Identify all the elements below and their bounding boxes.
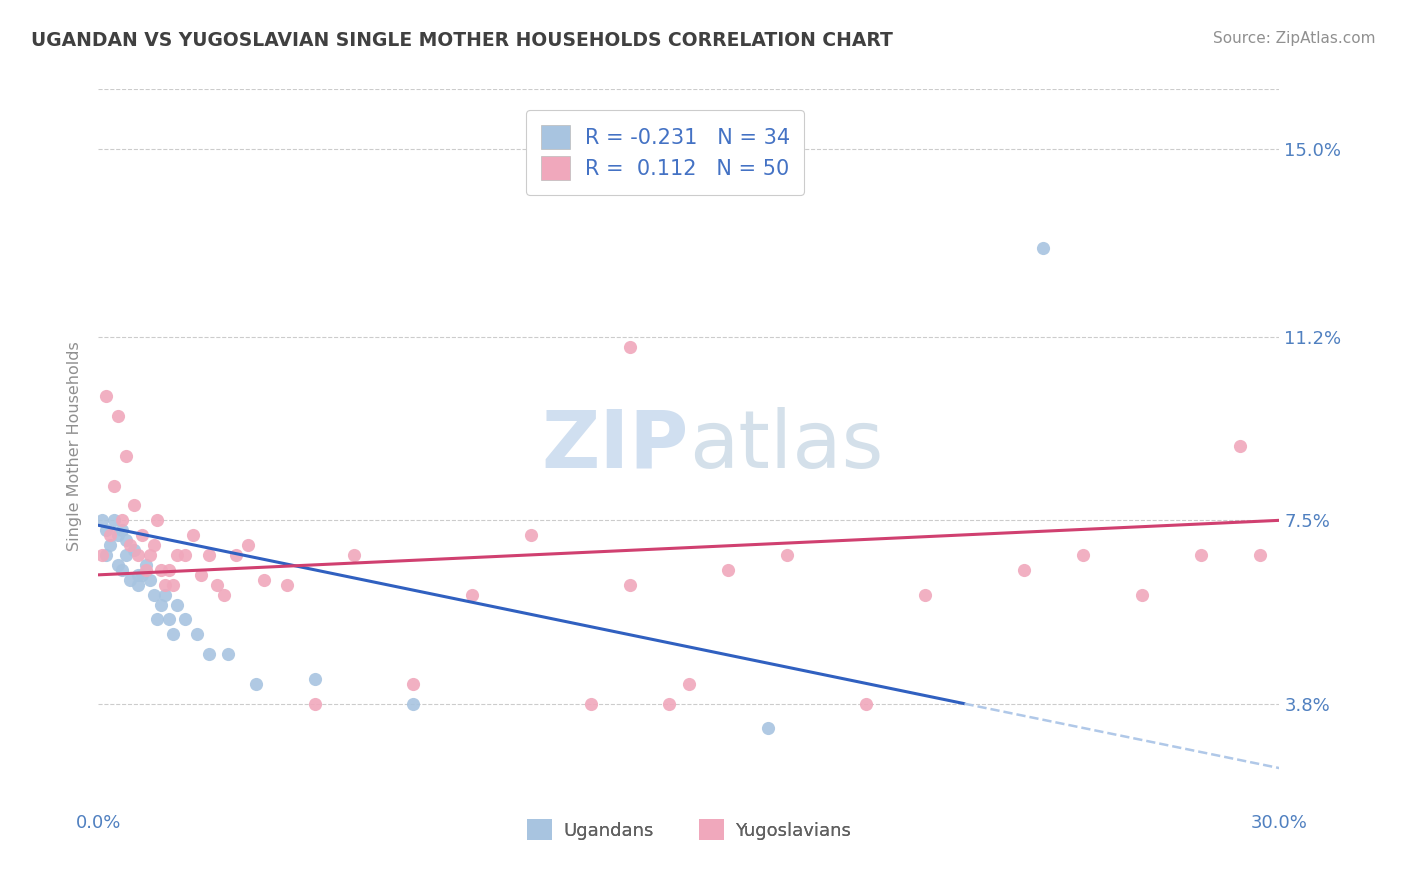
Point — [217, 647, 239, 661]
Point — [205, 578, 228, 592]
Point — [127, 567, 149, 582]
Point — [461, 588, 484, 602]
Point — [619, 578, 641, 592]
Point — [103, 478, 125, 492]
Point — [197, 647, 219, 661]
Point — [1032, 241, 1054, 255]
Point — [520, 528, 543, 542]
Point — [115, 449, 138, 463]
Point — [197, 548, 219, 562]
Point — [717, 563, 740, 577]
Point — [127, 578, 149, 592]
Point — [122, 543, 145, 558]
Point — [122, 499, 145, 513]
Point — [756, 722, 779, 736]
Point — [146, 513, 169, 527]
Point — [1249, 548, 1271, 562]
Point — [91, 513, 114, 527]
Point — [658, 697, 681, 711]
Point — [190, 567, 212, 582]
Text: Source: ZipAtlas.com: Source: ZipAtlas.com — [1212, 31, 1375, 46]
Point — [579, 697, 602, 711]
Point — [162, 578, 184, 592]
Point — [150, 563, 173, 577]
Point — [343, 548, 366, 562]
Point — [107, 558, 129, 572]
Point — [96, 548, 118, 562]
Point — [107, 528, 129, 542]
Point — [142, 588, 165, 602]
Point — [402, 677, 425, 691]
Point — [402, 697, 425, 711]
Point — [214, 588, 236, 602]
Point — [96, 523, 118, 537]
Text: ZIP: ZIP — [541, 407, 689, 485]
Point — [111, 513, 134, 527]
Point — [236, 538, 259, 552]
Point — [118, 538, 141, 552]
Text: atlas: atlas — [689, 407, 883, 485]
Point — [678, 677, 700, 691]
Point — [142, 538, 165, 552]
Point — [115, 548, 138, 562]
Point — [157, 612, 180, 626]
Point — [304, 697, 326, 711]
Point — [111, 523, 134, 537]
Point — [131, 567, 153, 582]
Point — [174, 612, 197, 626]
Text: UGANDAN VS YUGOSLAVIAN SINGLE MOTHER HOUSEHOLDS CORRELATION CHART: UGANDAN VS YUGOSLAVIAN SINGLE MOTHER HOU… — [31, 31, 893, 50]
Point — [166, 598, 188, 612]
Point — [138, 573, 160, 587]
Point — [103, 513, 125, 527]
Point — [135, 558, 157, 572]
Point — [98, 528, 121, 542]
Point — [1130, 588, 1153, 602]
Legend: Ugandans, Yugoslavians: Ugandans, Yugoslavians — [520, 812, 858, 847]
Point — [96, 389, 118, 403]
Point — [276, 578, 298, 592]
Point — [914, 588, 936, 602]
Point — [1189, 548, 1212, 562]
Point — [157, 563, 180, 577]
Point — [138, 548, 160, 562]
Point — [855, 697, 877, 711]
Point — [146, 612, 169, 626]
Point — [135, 563, 157, 577]
Point — [1229, 439, 1251, 453]
Point — [181, 528, 204, 542]
Point — [115, 533, 138, 548]
Point — [127, 548, 149, 562]
Point — [186, 627, 208, 641]
Point — [150, 598, 173, 612]
Point — [1071, 548, 1094, 562]
Point — [131, 528, 153, 542]
Point — [91, 548, 114, 562]
Point — [98, 538, 121, 552]
Point — [155, 578, 177, 592]
Point — [162, 627, 184, 641]
Point — [1012, 563, 1035, 577]
Point — [174, 548, 197, 562]
Point — [155, 588, 177, 602]
Point — [619, 340, 641, 354]
Point — [118, 573, 141, 587]
Point — [111, 563, 134, 577]
Point — [776, 548, 799, 562]
Point — [107, 409, 129, 424]
Point — [225, 548, 247, 562]
Point — [304, 672, 326, 686]
Point — [253, 573, 276, 587]
Point — [166, 548, 188, 562]
Point — [245, 677, 267, 691]
Y-axis label: Single Mother Households: Single Mother Households — [67, 341, 83, 551]
